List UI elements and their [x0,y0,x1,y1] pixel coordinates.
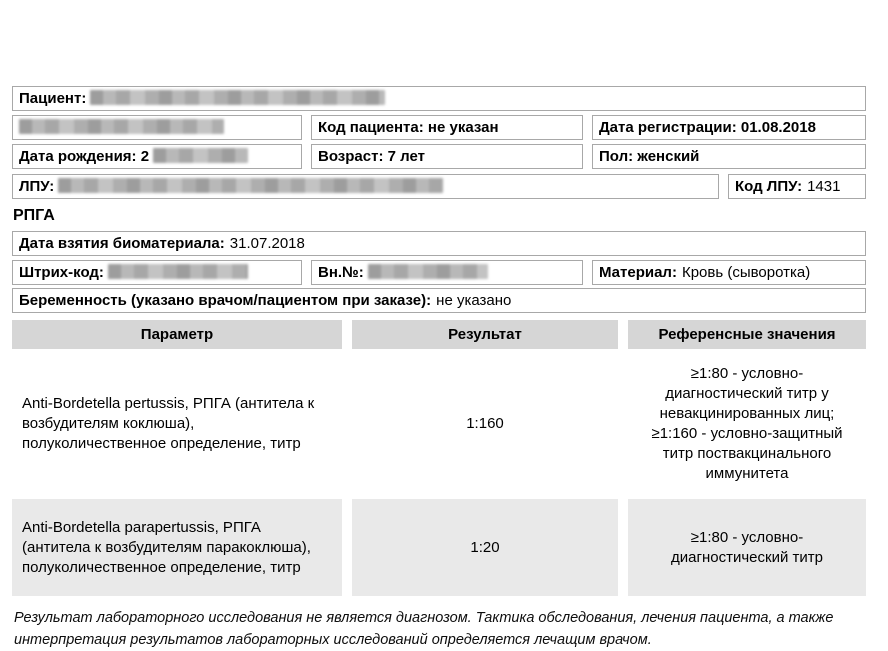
sex-field: Пол: женский [592,144,866,169]
sampling-date-field: Дата взятия биоматериала: 31.07.2018 [12,231,866,256]
table-row-2-result: 1:20 [352,499,618,596]
internal-number-field: Вн.№: [311,260,583,285]
age-text: Возраст: 7 лет [318,148,425,165]
patient-field: Пациент: [12,86,866,111]
disclaimer-line-2: интерпретация результатов лабораторных и… [14,632,652,648]
redacted-patient-name [90,90,386,105]
material-field: Материал: Кровь (сыворотка) [592,260,866,285]
table-row-2-parameter: Anti-Bordetella parapertussis, РПГА (ант… [12,499,342,596]
age-field: Возраст: 7 лет [311,144,583,169]
redacted-contact-field [12,115,302,140]
patient-code-field: Код пациента: не указан [311,115,583,140]
birth-date-field: Дата рождения: 2 [12,144,302,169]
disclaimer-line-1: Результат лабораторного исследования не … [14,610,834,626]
sampling-date-value: 31.07.2018 [229,235,305,252]
redacted-lpu-name [58,178,444,193]
disclaimer-text: Результат лабораторного исследования не … [12,607,866,651]
lpu-code-label: Код ЛПУ: [735,178,803,195]
redacted-internal-number [367,264,488,279]
redacted-birth-date [153,148,249,163]
patient-label: Пациент: [19,90,87,107]
column-header-parameter: Параметр [12,320,342,349]
header-row-4: ЛПУ: Код ЛПУ: 1431 [12,174,866,199]
column-header-result: Результат [352,320,618,349]
table-row-2-reference: ≥1:80 - условно-диагностический титр [628,499,866,596]
redacted-contact-value [19,119,224,134]
header-row-2: Код пациента: не указан Дата регистрации… [12,115,866,140]
table-row-1-reference: ≥1:80 - условно-диагностический титр у н… [628,356,866,492]
lpu-code-value: 1431 [807,178,841,195]
header-row-3: Дата рождения: 2 Возраст: 7 лет Пол: жен… [12,144,866,169]
barcode-field: Штрих-код: [12,260,302,285]
sex-text: Пол: женский [599,148,700,165]
lab-report-document: Пациент: Код пациента: не указан Дата ре… [12,86,866,651]
table-row-1-parameter: Anti-Bordetella pertussis, РПГА (антител… [12,356,342,492]
lpu-label: ЛПУ: [19,178,55,195]
pregnancy-value: не указано [436,292,512,309]
lpu-field: ЛПУ: [12,174,719,199]
column-header-reference: Референсные значения [628,320,866,349]
redacted-barcode-value [107,264,248,279]
patient-code-text: Код пациента: не указан [318,119,499,136]
internal-number-label: Вн.№: [318,264,364,281]
birth-date-text: Дата рождения: 2 [19,148,150,165]
material-value: Кровь (сыворотка) [681,264,811,281]
pregnancy-field: Беременность (указано врачом/пациентом п… [12,288,866,313]
registration-date-text: Дата регистрации: 01.08.2018 [599,119,816,136]
material-label: Материал: [599,264,677,281]
sampling-date-label: Дата взятия биоматериала: [19,235,225,252]
results-table: Параметр Результат Референсные значения … [12,320,866,596]
lpu-code-field: Код ЛПУ: 1431 [728,174,866,199]
pregnancy-label: Беременность (указано врачом/пациентом п… [19,292,432,309]
registration-date-field: Дата регистрации: 01.08.2018 [592,115,866,140]
specimen-row: Штрих-код: Вн.№: Материал: Кровь (сыворот… [12,260,866,285]
barcode-label: Штрих-код: [19,264,104,281]
table-row-1-result: 1:160 [352,356,618,492]
section-title-rpga: РПГА [13,207,55,224]
